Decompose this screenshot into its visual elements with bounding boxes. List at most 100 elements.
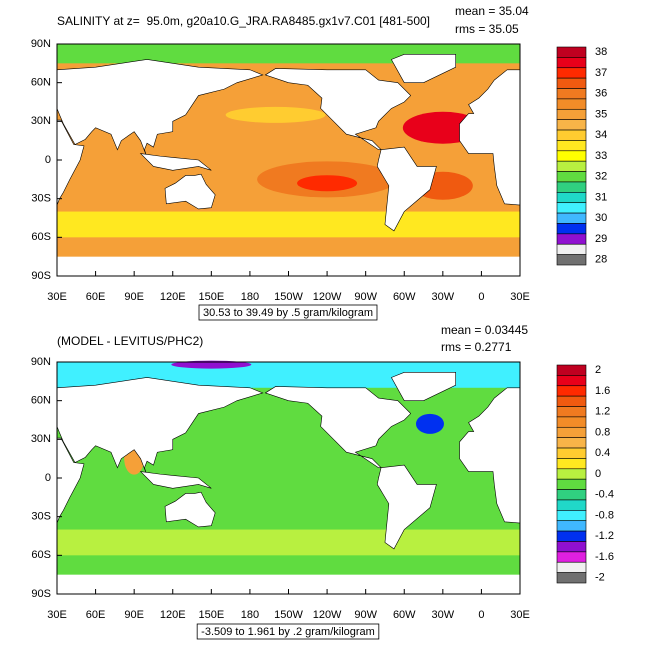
lon-label: 90E: [124, 609, 144, 621]
colorbar-box: [556, 77, 587, 89]
ocean-band: [57, 211, 520, 238]
lon-label: 90E: [124, 291, 144, 303]
lon-label: 0: [478, 291, 484, 303]
colorbar-label: 28: [595, 254, 607, 266]
land: [139, 471, 212, 489]
lat-label: 60N: [31, 395, 51, 407]
colorbar-box: [556, 489, 587, 501]
lon-label: 180: [241, 291, 259, 303]
colorbar-box: [556, 426, 587, 438]
colorbar-box: [556, 541, 587, 553]
lon-label: 0: [478, 609, 484, 621]
mean-label: mean = 0.03445: [441, 323, 528, 337]
info-box: [198, 304, 378, 321]
panel-title: SALINITY at z= 95.0m, g20a10.G_JRA.RA848…: [57, 14, 430, 28]
map: [56, 44, 521, 276]
salinity-blob: [225, 106, 326, 123]
lat-label: 90S: [31, 270, 51, 282]
colorbar-label: 0: [595, 468, 601, 480]
lon-label: 120E: [160, 291, 186, 303]
rms-label: rms = 0.2771: [441, 340, 512, 354]
colorbar-box: [556, 233, 587, 245]
land: [376, 146, 437, 232]
lon-label: 30E: [47, 609, 67, 621]
colorbar-box: [556, 254, 587, 266]
lon-label: 120E: [160, 609, 186, 621]
colorbar-label: 32: [595, 171, 607, 183]
colorbar-box: [556, 119, 587, 131]
lat-label: 90S: [31, 588, 51, 600]
land: [459, 387, 521, 524]
land: [56, 119, 85, 206]
colorbar-label: 30: [595, 212, 607, 224]
colorbar-box: [556, 499, 587, 511]
colorbar-box: [556, 108, 587, 120]
lon-label: 30W: [432, 291, 455, 303]
colorbar-box: [556, 416, 587, 428]
colorbar-label: 31: [595, 191, 607, 203]
colorbar-label: 36: [595, 88, 607, 100]
panel-title: (MODEL - LEVITUS/PHC2): [57, 334, 203, 348]
colorbar-label: -0.8: [595, 509, 614, 521]
colorbar-box: [556, 202, 587, 214]
lat-label: 60S: [31, 231, 51, 243]
colorbar-label: -2: [595, 572, 605, 584]
colorbar-box: [556, 468, 587, 480]
colorbar-box: [556, 447, 587, 459]
colorbar-box: [556, 181, 587, 193]
colorbar-label: 0.8: [595, 426, 610, 438]
land: [264, 386, 412, 468]
land: [56, 59, 264, 158]
lon-label: 120W: [313, 609, 342, 621]
colorbar-box: [556, 57, 587, 69]
colorbar-box: [556, 67, 587, 79]
colorbar-box: [556, 406, 587, 418]
info-box: [196, 623, 380, 640]
colorbar-label: -1.6: [595, 551, 614, 563]
lon-label: 60W: [393, 291, 416, 303]
lat-label: 90N: [31, 356, 51, 368]
land: [164, 173, 216, 210]
land: [56, 437, 85, 524]
lon-label: 150W: [274, 609, 303, 621]
lat-label: 0: [45, 154, 51, 166]
colorbar-box: [556, 212, 587, 224]
lon-label: 180: [241, 609, 259, 621]
lon-label: 150E: [198, 609, 224, 621]
colorbar-box: [556, 243, 587, 255]
lat-label: 30N: [31, 433, 51, 445]
colorbar-label: 29: [595, 233, 607, 245]
colorbar-box: [556, 140, 587, 152]
colorbar-label: 1.2: [595, 406, 610, 418]
colorbar-label: -0.4: [595, 489, 614, 501]
colorbar-box: [556, 364, 587, 376]
lat-label: 30N: [31, 115, 51, 127]
lon-label: 120W: [313, 291, 342, 303]
colorbar-box: [556, 46, 587, 58]
anomaly-blob: [415, 413, 444, 434]
info-label: 30.53 to 39.49 by .5 gram/kilogram: [203, 307, 373, 319]
colorbar-box: [556, 510, 587, 522]
rms-label: rms = 35.05: [455, 22, 519, 36]
colorbar-label: -1.2: [595, 530, 614, 542]
land: [264, 68, 412, 150]
land: [376, 464, 437, 550]
colorbar-label: 37: [595, 67, 607, 79]
lon-label: 30E: [510, 609, 530, 621]
lon-label: 90W: [354, 291, 377, 303]
land: [390, 54, 456, 83]
lon-label: 150W: [274, 291, 303, 303]
colorbar-box: [556, 437, 587, 449]
lon-label: 30E: [510, 291, 530, 303]
anomaly-blob: [171, 360, 252, 369]
colorbar-box: [556, 561, 587, 573]
colorbar-box: [556, 572, 587, 584]
lon-label: 30W: [432, 609, 455, 621]
colorbar-box: [556, 171, 587, 183]
colorbar-box: [556, 395, 587, 407]
mean-label: mean = 35.04: [455, 4, 529, 18]
colorbar-box: [556, 129, 587, 141]
lat-label: 60S: [31, 549, 51, 561]
colorbar-label: 35: [595, 108, 607, 120]
